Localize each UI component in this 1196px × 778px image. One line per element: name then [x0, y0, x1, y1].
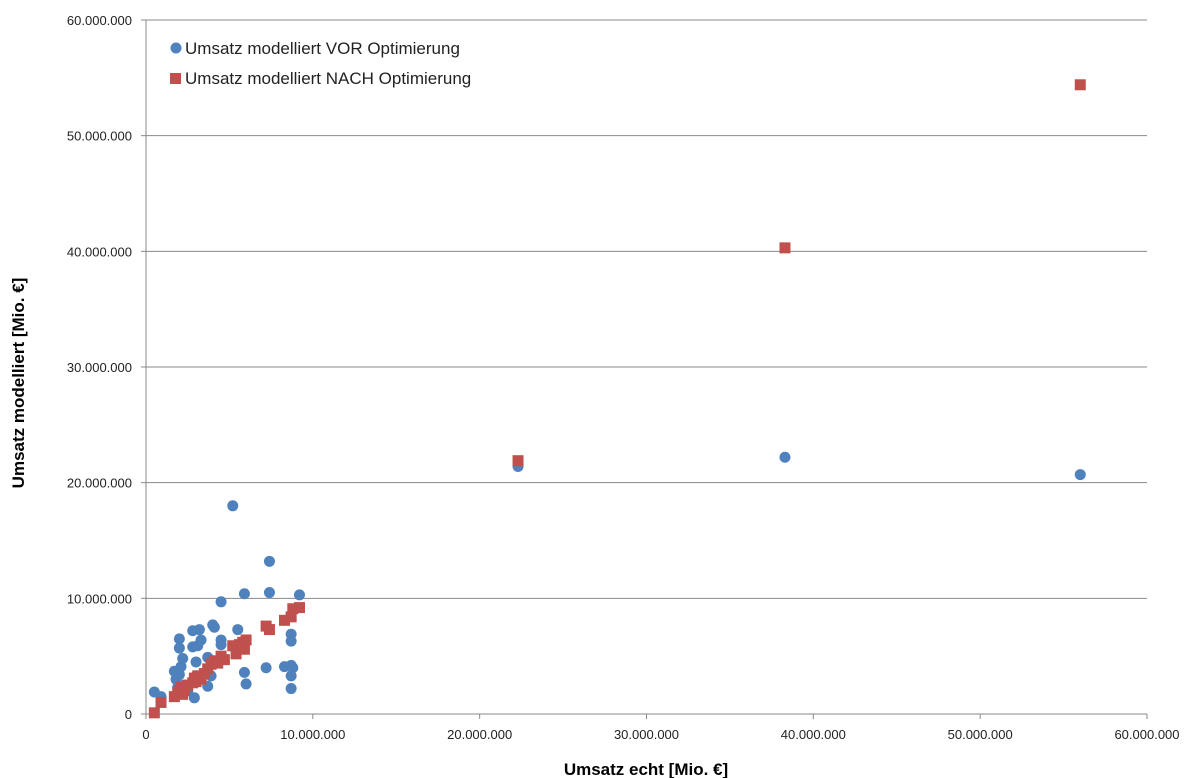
nach-point [287, 603, 299, 615]
x-tick-label-1: 10.000.000 [280, 727, 345, 742]
legend-label-vor: Umsatz modelliert VOR Optimierung [185, 39, 460, 58]
y-tick-label-6: 60.000.000 [67, 13, 132, 28]
y-tick-label-3: 30.000.000 [67, 360, 132, 375]
nach-point [155, 696, 167, 708]
vor-point [263, 555, 275, 567]
nach-point [230, 648, 242, 660]
nach-point [240, 634, 252, 646]
tick-labels: 0 10.000.000 20.000.000 30.000.000 40.000.00… [67, 13, 1180, 742]
nach-point [148, 707, 160, 719]
nach-point [779, 242, 791, 254]
vor-point [173, 669, 185, 681]
x-tick-label-5: 50.000.000 [948, 727, 1013, 742]
vor-point [227, 500, 239, 512]
vor-point [208, 621, 220, 633]
y-tick-label-5: 50.000.000 [67, 129, 132, 144]
vor-point [173, 633, 185, 645]
nach-point [227, 640, 239, 652]
nach-point [218, 654, 230, 666]
vor-point [287, 662, 299, 674]
vor-point [173, 642, 185, 654]
vor-point [1074, 469, 1086, 481]
legend-marker-vor [170, 42, 182, 54]
data-series [148, 79, 1086, 719]
x-tick-label-2: 20.000.000 [447, 727, 512, 742]
axes [141, 19, 1148, 719]
vor-point [238, 666, 250, 678]
y-tick-label-1: 10.000.000 [67, 591, 132, 606]
y-tick-label-4: 40.000.000 [67, 244, 132, 259]
vor-point [232, 624, 244, 636]
vor-point [188, 692, 200, 704]
vor-point [285, 635, 297, 647]
x-tick-label-6: 60.000.000 [1114, 727, 1179, 742]
vor-point [177, 652, 189, 664]
vor-point [260, 662, 272, 674]
vor-point [293, 589, 305, 601]
legend: Umsatz modelliert VOR Optimierung Umsatz… [170, 39, 471, 88]
y-tick-label-2: 20.000.000 [67, 476, 132, 491]
nach-point [195, 673, 207, 685]
vor-point [215, 639, 227, 651]
vor-point [240, 678, 252, 690]
nach-point [238, 643, 250, 655]
vor-point [193, 624, 205, 636]
nach-point [512, 455, 524, 467]
nach-point [263, 624, 275, 636]
x-tick-label-3: 30.000.000 [614, 727, 679, 742]
x-tick-label-0: 0 [142, 727, 149, 742]
vor-point [238, 588, 250, 600]
vor-point [215, 596, 227, 608]
vor-point [190, 656, 202, 668]
grid-lines [146, 19, 1147, 599]
y-tick-label-0: 0 [125, 707, 132, 722]
nach-point [212, 657, 224, 669]
nach-point [278, 614, 290, 626]
vor-point [263, 587, 275, 599]
nach-point [1074, 79, 1086, 91]
vor-point [779, 451, 791, 463]
vor-point [285, 683, 297, 695]
legend-label-nach: Umsatz modelliert NACH Optimierung [185, 69, 471, 88]
legend-marker-nach [170, 73, 181, 84]
vor-point [195, 634, 207, 646]
x-axis-title: Umsatz echt [Mio. €] [564, 760, 728, 778]
nach-point [293, 602, 305, 614]
y-axis-title: Umsatz modelliert [Mio. €] [9, 278, 28, 489]
x-tick-label-4: 40.000.000 [781, 727, 846, 742]
nach-point [285, 611, 297, 623]
